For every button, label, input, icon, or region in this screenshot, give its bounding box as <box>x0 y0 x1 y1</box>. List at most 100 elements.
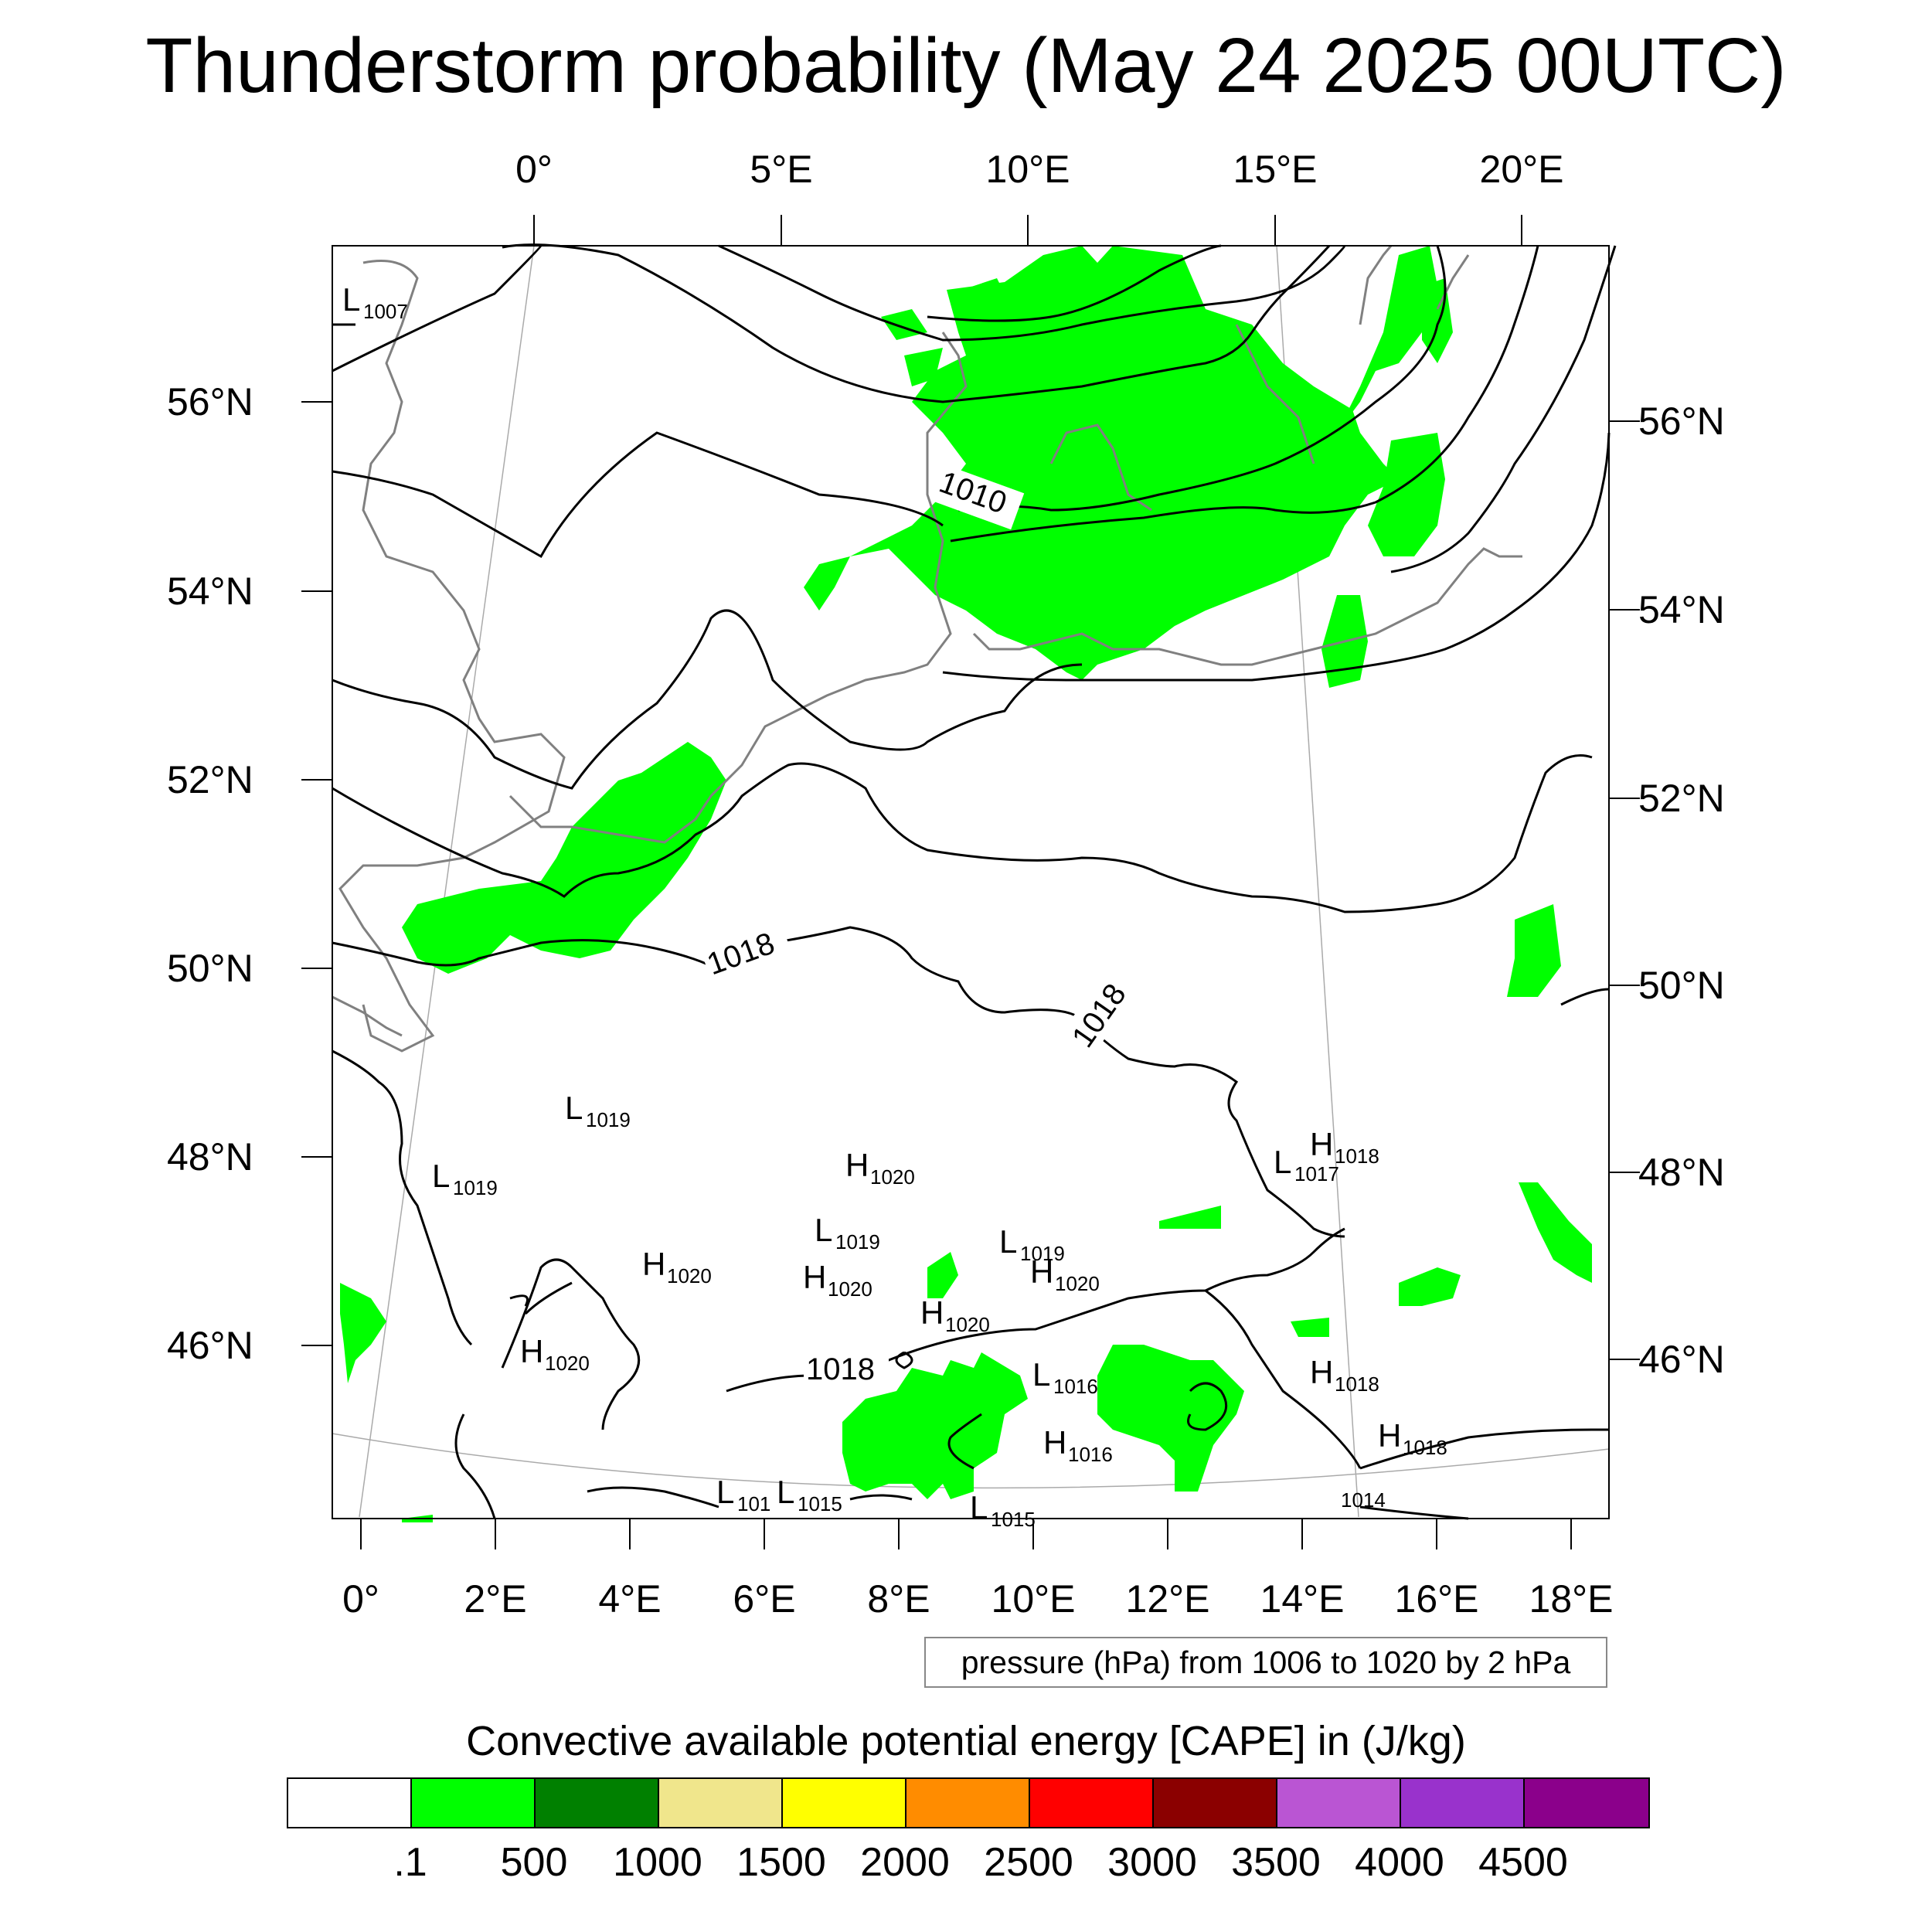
isobars <box>332 243 1617 1520</box>
colorbar-label: 2500 <box>984 1840 1073 1885</box>
left-lat-label: 46°N <box>167 1324 253 1367</box>
colorbar-label: 4500 <box>1478 1840 1568 1885</box>
pressure-center: H 1020 <box>642 1246 712 1287</box>
svg-text:1019: 1019 <box>835 1230 880 1253</box>
right-lat-label: 46°N <box>1638 1338 1725 1381</box>
svg-text:1015: 1015 <box>798 1492 842 1515</box>
svg-text:H: H <box>1310 1126 1333 1162</box>
right-lat-label: 56°N <box>1638 400 1725 443</box>
pressure-center: H 1020 <box>845 1147 915 1189</box>
colorbar-label: 2000 <box>860 1840 950 1885</box>
svg-text:L: L <box>565 1090 583 1126</box>
svg-text:H: H <box>1378 1417 1401 1454</box>
svg-text:1020: 1020 <box>828 1277 872 1301</box>
svg-text:H: H <box>1310 1354 1333 1390</box>
svg-text:H: H <box>520 1333 543 1369</box>
colorbar-label: 1500 <box>736 1840 826 1885</box>
pressure-center: H 1020 <box>1030 1253 1100 1295</box>
cape-areas <box>340 246 1592 1522</box>
top-lon-label: 20°E <box>1479 148 1564 191</box>
pressure-center: L 1019 <box>432 1158 498 1199</box>
bottom-lon-label: 12°E <box>1125 1577 1210 1621</box>
coastlines <box>332 245 1522 1053</box>
contour-info-box: pressure (hPa) from 1006 to 1020 by 2 hP… <box>924 1637 1607 1688</box>
svg-text:L: L <box>970 1489 988 1526</box>
bottom-lon-label: 10°E <box>991 1577 1076 1621</box>
colorbar-swatch <box>412 1779 536 1827</box>
svg-text:1020: 1020 <box>545 1352 590 1375</box>
colorbar <box>287 1777 1650 1828</box>
colorbar-label: 500 <box>500 1840 568 1885</box>
bottom-lon-label: 14°E <box>1260 1577 1345 1621</box>
svg-text:H: H <box>845 1147 869 1183</box>
pressure-centers: L 1007 L 1019 L 1019 H 1020 H 1020 L 1019 H 102… <box>342 281 1447 1531</box>
pressure-center: L 1007 <box>342 281 408 323</box>
svg-text:L: L <box>432 1158 450 1194</box>
pressure-center: L 1017 <box>1274 1144 1339 1185</box>
colorbar-label: 1000 <box>613 1840 702 1885</box>
pressure-center: L 1015 <box>970 1489 1036 1531</box>
svg-text:1019: 1019 <box>1020 1242 1065 1265</box>
svg-text:1018: 1018 <box>1335 1372 1379 1396</box>
colorbar-label: 3500 <box>1231 1840 1321 1885</box>
pressure-center: H 1018 <box>1310 1126 1379 1168</box>
colorbar-swatch <box>906 1779 1030 1827</box>
svg-text:1020: 1020 <box>870 1165 915 1189</box>
svg-text:1020: 1020 <box>667 1264 712 1287</box>
colorbar-swatch <box>536 1779 659 1827</box>
bottom-lon-label: 0° <box>342 1577 379 1621</box>
svg-text:L: L <box>999 1223 1017 1260</box>
left-lat-label: 50°N <box>167 947 253 990</box>
isobar-label-1018-c: 1018 <box>806 1352 875 1386</box>
svg-text:1015: 1015 <box>991 1508 1036 1531</box>
colorbar-swatch <box>1525 1779 1648 1827</box>
svg-text:1019: 1019 <box>453 1176 498 1199</box>
svg-text:L: L <box>716 1474 734 1510</box>
svg-text:L: L <box>342 281 360 318</box>
colorbar-label: .1 <box>393 1840 427 1885</box>
svg-text:1014: 1014 <box>1341 1488 1386 1512</box>
right-lat-label: 50°N <box>1638 964 1725 1007</box>
top-lon-label: 0° <box>515 148 553 191</box>
pressure-center: L 1015 <box>777 1474 842 1515</box>
pressure-center: H 1020 <box>920 1294 990 1336</box>
bottom-lon-label: 16°E <box>1394 1577 1479 1621</box>
pressure-center: H 1018 <box>1378 1417 1447 1459</box>
colorbar-swatch <box>1401 1779 1525 1827</box>
svg-text:H: H <box>642 1246 665 1282</box>
top-lon-label: 15°E <box>1233 148 1318 191</box>
map-title: Thunderstorm probability (May 24 2025 00… <box>145 22 1787 109</box>
svg-text:L: L <box>1274 1144 1291 1180</box>
bottom-lon-label: 6°E <box>733 1577 796 1621</box>
svg-text:L: L <box>815 1212 832 1248</box>
pressure-center: 1014 <box>1341 1488 1386 1512</box>
colorbar-label: 4000 <box>1355 1840 1444 1885</box>
svg-text:1020: 1020 <box>945 1313 990 1336</box>
right-lat-label: 52°N <box>1638 777 1725 820</box>
left-lat-label: 56°N <box>167 380 253 423</box>
bottom-lon-label: 4°E <box>598 1577 662 1621</box>
pressure-center: H 1020 <box>803 1259 872 1301</box>
pressure-center: L 101 <box>716 1474 770 1515</box>
svg-text:1020: 1020 <box>1055 1272 1100 1295</box>
svg-text:1018: 1018 <box>1335 1145 1379 1168</box>
pressure-center: H 1020 <box>520 1333 590 1375</box>
bottom-lon-label: 8°E <box>867 1577 930 1621</box>
colorbar-swatch <box>1154 1779 1277 1827</box>
svg-text:H: H <box>1030 1253 1053 1290</box>
right-lat-label: 48°N <box>1638 1151 1725 1194</box>
bottom-lon-label: 18°E <box>1529 1577 1614 1621</box>
svg-text:101: 101 <box>737 1492 770 1515</box>
colorbar-swatch <box>288 1779 412 1827</box>
svg-text:1019: 1019 <box>586 1108 631 1131</box>
colorbar-swatch <box>1030 1779 1154 1827</box>
colorbar-title: Convective available potential energy [C… <box>466 1718 1466 1764</box>
colorbar-swatch <box>1277 1779 1401 1827</box>
top-lon-label: 5°E <box>750 148 813 191</box>
svg-text:1016: 1016 <box>1053 1375 1098 1398</box>
left-lat-label: 48°N <box>167 1135 253 1179</box>
pressure-center: H 1018 <box>1310 1354 1379 1396</box>
left-lat-label: 54°N <box>167 570 253 613</box>
svg-text:1017: 1017 <box>1294 1162 1339 1185</box>
